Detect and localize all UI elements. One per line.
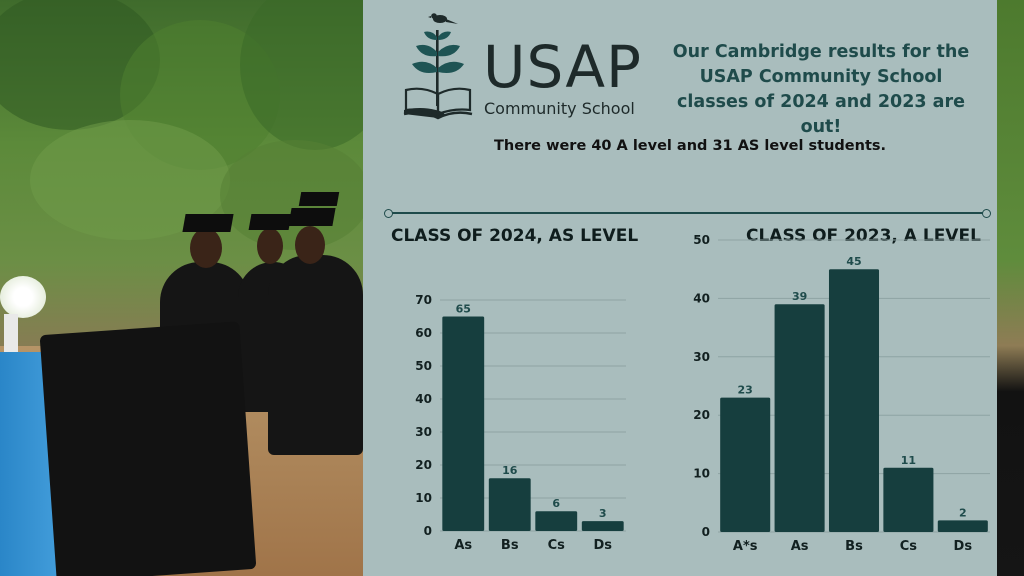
y-tick-label: 30 bbox=[693, 350, 710, 364]
bar bbox=[581, 521, 624, 531]
x-tick-label: A*s bbox=[733, 539, 758, 554]
graduation-photo bbox=[0, 0, 363, 576]
bar bbox=[442, 316, 485, 531]
bar bbox=[488, 478, 531, 531]
divider-dot-left bbox=[384, 209, 393, 218]
data-label: 45 bbox=[846, 255, 861, 268]
x-tick-label: Ds bbox=[593, 538, 612, 553]
x-tick-label: Bs bbox=[845, 539, 863, 554]
y-tick-label: 30 bbox=[415, 425, 432, 439]
mortarboard bbox=[288, 208, 336, 226]
bar bbox=[720, 397, 771, 532]
mortarboard bbox=[182, 214, 234, 232]
y-tick-label: 20 bbox=[415, 458, 432, 472]
bar bbox=[774, 304, 825, 532]
data-label: 65 bbox=[456, 303, 471, 316]
logo-subtitle: Community School bbox=[484, 99, 635, 118]
graduation-photo-edge bbox=[997, 0, 1024, 576]
flowers bbox=[0, 276, 46, 318]
data-label: 3 bbox=[599, 507, 607, 520]
y-tick-label: 0 bbox=[702, 525, 710, 539]
student-count-note: There were 40 A level and 31 AS level st… bbox=[493, 138, 887, 154]
x-tick-label: As bbox=[791, 539, 809, 554]
y-tick-label: 60 bbox=[415, 326, 432, 340]
foliage bbox=[220, 140, 363, 250]
data-label: 39 bbox=[792, 290, 807, 303]
mortarboard bbox=[298, 192, 340, 206]
x-tick-label: Cs bbox=[900, 539, 918, 554]
data-label: 16 bbox=[502, 464, 518, 477]
y-tick-label: 70 bbox=[415, 293, 432, 307]
data-label: 23 bbox=[738, 384, 753, 397]
mortarboard bbox=[248, 214, 292, 230]
section-divider bbox=[388, 212, 986, 214]
x-tick-label: Cs bbox=[548, 538, 566, 553]
bar-chart-2024-as-level: 0 10 20 30 40 50 60 70 65 As 16 Bs 6 Cs 3 Ds bbox=[415, 293, 626, 553]
headline: Our Cambridge results for the USAP Commu… bbox=[672, 42, 970, 137]
y-tick-label: 40 bbox=[693, 291, 710, 305]
data-label: 2 bbox=[959, 506, 967, 519]
data-label: 11 bbox=[901, 454, 916, 467]
bar bbox=[937, 520, 988, 532]
graduate-head bbox=[257, 228, 283, 264]
bar bbox=[883, 467, 934, 532]
data-label: 6 bbox=[552, 497, 560, 510]
graduate-gown bbox=[268, 255, 363, 455]
usap-logo-emblem bbox=[403, 13, 473, 120]
plant-icon bbox=[412, 30, 464, 106]
bar-chart-2023-a-level: 0 10 20 30 40 50 23 A*s 39 As 45 Bs 11 Cs 2 Ds bbox=[693, 233, 990, 554]
y-tick-label: 40 bbox=[415, 392, 432, 406]
foreground-mortarboard bbox=[39, 321, 257, 576]
chart-title-2023: CLASS OF 2023, A LEVEL bbox=[746, 226, 981, 246]
y-tick-label: 10 bbox=[415, 491, 432, 505]
logo-wordmark: USAP bbox=[483, 33, 642, 101]
graduate-head bbox=[190, 228, 222, 268]
x-tick-label: As bbox=[454, 538, 472, 553]
x-tick-label: Ds bbox=[954, 539, 973, 554]
y-tick-label: 50 bbox=[693, 233, 710, 247]
y-tick-label: 20 bbox=[693, 408, 710, 422]
book-icon bbox=[403, 87, 473, 120]
bar bbox=[828, 269, 880, 532]
y-tick-label: 10 bbox=[693, 467, 710, 481]
y-tick-label: 0 bbox=[424, 524, 432, 538]
bird-icon bbox=[428, 13, 458, 24]
divider-dot-right bbox=[982, 209, 991, 218]
graduate-head bbox=[295, 226, 325, 264]
y-tick-label: 50 bbox=[415, 359, 432, 373]
chart-title-2024: CLASS OF 2024, AS LEVEL bbox=[391, 226, 639, 246]
x-tick-label: Bs bbox=[501, 538, 519, 553]
vase bbox=[4, 314, 18, 352]
bar bbox=[535, 511, 578, 531]
